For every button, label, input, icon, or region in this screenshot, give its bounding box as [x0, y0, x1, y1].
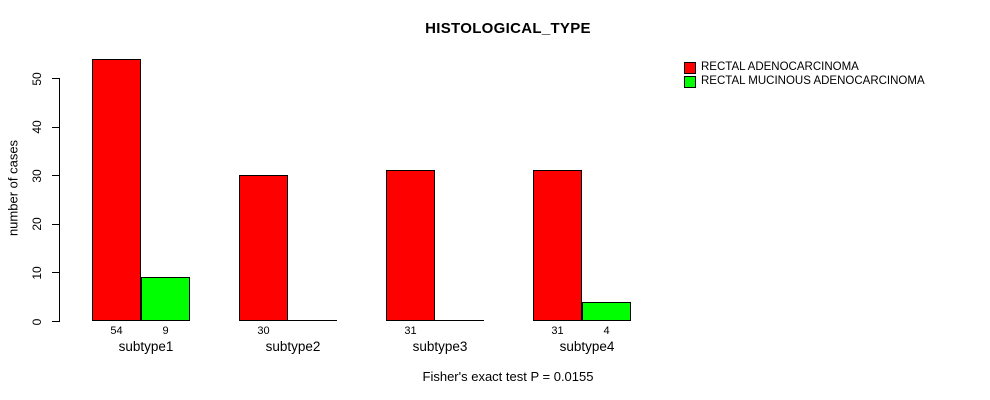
legend-label: RECTAL ADENOCARCINOMA: [701, 61, 859, 73]
legend-label: RECTAL MUCINOUS ADENOCARCINOMA: [701, 75, 925, 87]
bar-subtype3-series1: [386, 170, 435, 321]
zero-bar-subtype2-series2: [288, 320, 337, 321]
legend-swatch: [684, 75, 696, 88]
legend-swatch: [684, 61, 696, 74]
y-tick: [52, 272, 59, 274]
bar-subtype4-series2: [582, 301, 631, 321]
y-tick-label: 40: [30, 120, 44, 134]
y-axis-line: [59, 78, 60, 322]
chart-title: HISTOLOGICAL_TYPE: [425, 20, 591, 37]
category-label-subtype1: subtype1: [118, 339, 174, 354]
y-tick: [52, 223, 59, 225]
y-tick-label: 10: [30, 266, 44, 280]
y-tick: [52, 321, 59, 322]
y-tick-label: 20: [30, 217, 44, 231]
bar-value-label: 31: [551, 325, 564, 337]
y-tick: [52, 78, 59, 79]
bar-subtype4-series1: [533, 170, 582, 321]
y-tick: [52, 175, 59, 177]
legend-row: RECTAL MUCINOUS ADENOCARCINOMA: [684, 75, 925, 88]
bar-value-label: 54: [110, 325, 123, 337]
y-tick-label: 0: [30, 318, 44, 325]
fisher-test-caption: Fisher's exact test P = 0.0155: [422, 369, 594, 384]
bar-value-label: 9: [162, 325, 169, 337]
bar-value-label: 4: [603, 325, 610, 337]
bar-subtype1-series2: [141, 277, 190, 321]
y-tick-label: 50: [30, 71, 44, 86]
category-label-subtype2: subtype2: [265, 339, 321, 354]
bar-subtype1-series1: [92, 58, 141, 321]
legend: RECTAL ADENOCARCINOMA RECTAL MUCINOUS ADE…: [684, 61, 925, 88]
legend-row: RECTAL ADENOCARCINOMA: [684, 61, 925, 74]
category-label-subtype3: subtype3: [412, 339, 468, 354]
y-tick-label: 30: [30, 169, 44, 183]
y-tick: [52, 126, 59, 128]
bar-value-label: 30: [257, 325, 270, 337]
bar-subtype2-series1: [239, 175, 288, 321]
category-label-subtype4: subtype4: [559, 339, 615, 354]
bar-value-label: 31: [404, 325, 417, 337]
zero-bar-subtype3-series2: [435, 320, 484, 321]
